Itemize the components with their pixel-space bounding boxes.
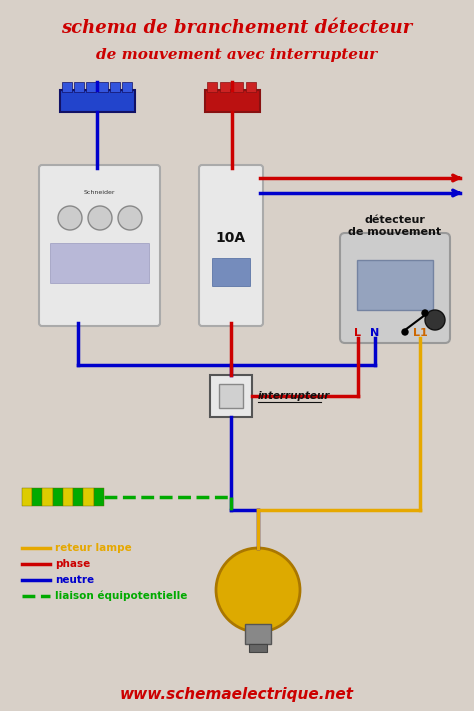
Bar [98, 82, 108, 92]
Text: N: N [370, 328, 380, 338]
Bar [62, 82, 72, 92]
Text: reteur lampe: reteur lampe [55, 543, 132, 553]
FancyBboxPatch shape [39, 165, 160, 326]
Bar [122, 82, 132, 92]
Circle shape [58, 206, 82, 230]
Bar [207, 82, 217, 92]
Circle shape [216, 548, 300, 632]
Circle shape [402, 329, 408, 335]
Text: phase: phase [55, 559, 90, 569]
Bar [245, 624, 271, 644]
Text: neutre: neutre [55, 575, 94, 585]
Text: Schneider: Schneider [84, 191, 115, 196]
Text: L1: L1 [413, 328, 428, 338]
Bar [74, 82, 84, 92]
Bar [249, 644, 267, 652]
Bar [32, 488, 43, 506]
Bar [205, 90, 260, 112]
Bar [50, 243, 149, 283]
Bar [22, 488, 32, 506]
Text: 10A: 10A [216, 231, 246, 245]
Bar [212, 258, 250, 286]
FancyBboxPatch shape [340, 233, 450, 343]
Bar [63, 488, 73, 506]
FancyBboxPatch shape [199, 165, 263, 326]
Bar [94, 488, 104, 506]
Text: de mouvement: de mouvement [348, 227, 442, 237]
Bar [210, 375, 252, 417]
Circle shape [422, 310, 428, 316]
Text: de mouvement avec interrupteur: de mouvement avec interrupteur [96, 48, 378, 62]
Bar [246, 82, 256, 92]
Text: www.schemaelectrique.net: www.schemaelectrique.net [120, 688, 354, 702]
Text: L: L [355, 328, 362, 338]
Bar [60, 90, 135, 112]
Bar [73, 488, 83, 506]
Bar [357, 260, 433, 310]
Circle shape [118, 206, 142, 230]
Bar [233, 82, 243, 92]
Circle shape [425, 310, 445, 330]
Bar [83, 488, 94, 506]
Bar [43, 488, 53, 506]
Text: interrupteur: interrupteur [258, 391, 330, 401]
Bar [220, 82, 230, 92]
Text: liaison équipotentielle: liaison équipotentielle [55, 591, 187, 602]
Bar [110, 82, 120, 92]
Circle shape [88, 206, 112, 230]
Bar [86, 82, 96, 92]
Bar [53, 488, 63, 506]
Text: détecteur: détecteur [365, 215, 426, 225]
Bar [219, 384, 243, 408]
Text: schema de branchement détecteur: schema de branchement détecteur [61, 19, 413, 37]
